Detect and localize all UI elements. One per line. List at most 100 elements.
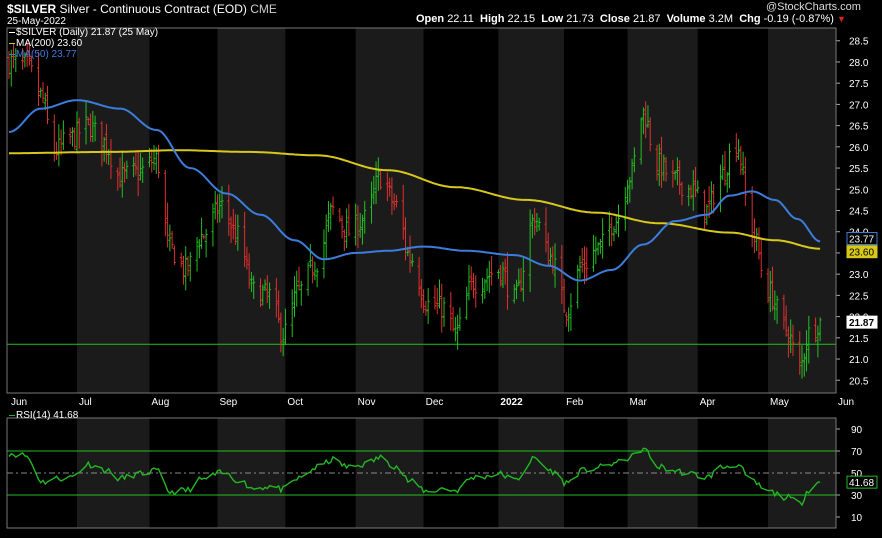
open-label: Open [416, 13, 445, 25]
legend-swatch-ma200 [9, 42, 15, 44]
month-band [697, 28, 769, 393]
price-bar [14, 48, 18, 72]
price-bar [560, 244, 564, 305]
rsi-legend: RSI(14) 41.68 [9, 410, 78, 421]
price-bar [564, 312, 568, 327]
price-bar [458, 307, 462, 331]
price-bar [743, 156, 747, 207]
price-bar [456, 314, 460, 350]
price-bar [43, 92, 47, 111]
price-bar [306, 262, 310, 296]
high-value: 22.15 [507, 13, 536, 25]
price-bar [630, 158, 634, 190]
price-tick-label: 22.5 [849, 291, 869, 302]
price-bar [528, 209, 532, 292]
price-bar [347, 203, 351, 237]
price-bar [184, 246, 188, 291]
price-bar [46, 85, 50, 125]
price-bar [734, 133, 738, 163]
price-bar [91, 110, 95, 143]
price-bar [263, 279, 267, 291]
price-bar [311, 256, 315, 284]
date-tick-label: Jun [11, 397, 27, 408]
legend-ma200: MA(200) 23.60 [9, 38, 158, 49]
price-bar [30, 55, 34, 73]
price-bar [277, 290, 281, 323]
price-tick-label: 21.0 [849, 355, 869, 366]
price-bar [313, 261, 317, 281]
price-bar [481, 277, 485, 304]
month-band [768, 28, 836, 393]
price-bar [59, 129, 63, 156]
price-bar [299, 280, 303, 306]
price-bar [283, 308, 287, 346]
legend-price: $SILVER (Daily) 21.87 (25 May) [9, 27, 158, 38]
price-bar [410, 253, 414, 267]
high-label: High [480, 13, 505, 25]
price-bar [641, 107, 645, 135]
price-bar [728, 143, 732, 189]
price-bar [725, 172, 729, 193]
price-bar [370, 181, 374, 224]
price-bar [680, 181, 684, 206]
open-value: 22.11 [447, 13, 474, 25]
price-bar [612, 226, 616, 242]
price-bar [623, 186, 627, 231]
rsi-last-box [846, 475, 878, 489]
price-bar [712, 183, 716, 214]
price-bar [274, 278, 278, 318]
price-bar [533, 207, 537, 236]
price-tick-label: 24.5 [849, 207, 869, 218]
price-tick-label: 25.5 [849, 164, 869, 175]
price-bar [639, 117, 643, 165]
price-bar [419, 279, 423, 308]
price-bar [172, 245, 176, 265]
price-bar [675, 157, 679, 186]
price-bar [549, 247, 553, 266]
month-bands [9, 28, 836, 393]
price-bar [360, 214, 364, 245]
price-bar [791, 324, 795, 357]
price-bar [231, 208, 235, 240]
price-bar [195, 236, 199, 272]
price-bar [290, 289, 294, 338]
price-bar [442, 297, 446, 327]
legend-ma50: MA(50) 23.77 [9, 49, 158, 60]
price-bar [628, 176, 632, 203]
price-bar [759, 238, 763, 278]
price-bar [485, 268, 489, 291]
price-bar [422, 289, 426, 314]
price-bar [392, 193, 396, 211]
price-bar [426, 288, 430, 324]
price-bar [204, 228, 208, 258]
price-bar [689, 185, 693, 200]
price-bar [120, 150, 124, 198]
price-bar [125, 160, 129, 179]
price-bar [578, 255, 582, 279]
price-bar [657, 143, 661, 186]
price-bar [598, 238, 602, 254]
price-bar [61, 120, 65, 150]
price-tick-label: 26.5 [849, 122, 869, 133]
legend-swatch-rsi [9, 414, 15, 416]
close-value: 21.87 [632, 13, 661, 25]
price-bar [211, 203, 215, 247]
price-bar [567, 307, 571, 332]
price-bar [691, 169, 695, 211]
price-bar [646, 105, 650, 129]
price-bar [186, 256, 190, 277]
price-bar [521, 257, 525, 302]
price-bar [601, 218, 605, 259]
price-bar [768, 270, 772, 313]
month-band [498, 28, 565, 393]
price-bar [247, 253, 251, 289]
price-bar [163, 169, 167, 237]
date-tick-label: Jun [838, 397, 854, 408]
price-bar [662, 154, 666, 181]
legend-price-text: $SILVER (Daily) 21.87 (25 May) [16, 27, 159, 38]
price-bar [553, 243, 557, 288]
rsi-panel-frame [6, 417, 837, 529]
volume-label: Volume [666, 13, 706, 25]
legend-swatch-ma50 [9, 53, 15, 55]
price-bar [245, 246, 249, 270]
